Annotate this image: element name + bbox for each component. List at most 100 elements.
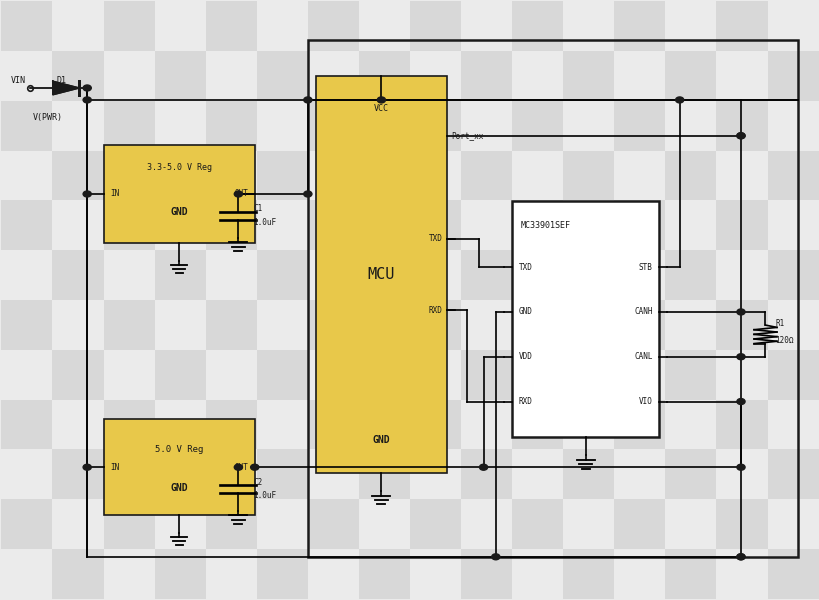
Bar xyxy=(206,400,256,449)
Bar xyxy=(359,300,410,350)
Circle shape xyxy=(83,464,91,470)
Bar xyxy=(410,400,460,449)
Bar xyxy=(716,200,767,250)
Bar xyxy=(460,101,512,151)
Bar xyxy=(716,101,767,151)
Text: VIN: VIN xyxy=(11,76,26,85)
Circle shape xyxy=(234,464,242,470)
Text: GND: GND xyxy=(518,307,532,316)
Bar xyxy=(155,549,206,599)
Bar xyxy=(512,499,563,549)
Bar xyxy=(103,101,155,151)
Bar xyxy=(256,1,307,51)
Bar xyxy=(613,1,664,51)
Circle shape xyxy=(303,97,311,103)
Text: IN: IN xyxy=(110,463,120,472)
Bar xyxy=(256,151,307,200)
Bar xyxy=(410,151,460,200)
Bar xyxy=(103,449,155,499)
Bar xyxy=(206,1,256,51)
Text: STB: STB xyxy=(638,263,652,272)
Bar xyxy=(716,250,767,300)
Circle shape xyxy=(736,398,744,404)
Bar xyxy=(359,101,410,151)
Bar xyxy=(664,151,716,200)
Circle shape xyxy=(83,97,91,103)
Bar xyxy=(664,449,716,499)
Bar xyxy=(410,250,460,300)
Bar xyxy=(103,145,255,243)
Bar xyxy=(52,51,103,101)
Bar xyxy=(410,449,460,499)
Bar xyxy=(767,300,817,350)
Bar xyxy=(716,350,767,400)
Bar xyxy=(767,549,817,599)
Bar xyxy=(716,449,767,499)
Bar xyxy=(206,250,256,300)
Bar xyxy=(359,350,410,400)
Circle shape xyxy=(675,97,683,103)
Bar xyxy=(664,51,716,101)
Text: C2: C2 xyxy=(253,478,262,487)
Bar xyxy=(563,350,613,400)
Bar xyxy=(256,350,307,400)
Bar xyxy=(307,51,359,101)
Bar xyxy=(155,300,206,350)
Bar xyxy=(155,1,206,51)
Bar xyxy=(307,300,359,350)
Bar xyxy=(206,101,256,151)
Bar xyxy=(410,51,460,101)
Text: OUT: OUT xyxy=(234,463,248,472)
Bar xyxy=(664,549,716,599)
Bar xyxy=(307,549,359,599)
Bar xyxy=(460,250,512,300)
Bar xyxy=(664,350,716,400)
Bar xyxy=(460,499,512,549)
Text: MC33901SEF: MC33901SEF xyxy=(520,221,570,230)
Circle shape xyxy=(251,464,259,470)
Bar xyxy=(307,1,359,51)
Text: 120Ω: 120Ω xyxy=(774,336,793,345)
Circle shape xyxy=(736,554,744,560)
Bar xyxy=(767,499,817,549)
Bar xyxy=(155,499,206,549)
Text: Port_xx: Port_xx xyxy=(450,131,482,140)
Text: MCU: MCU xyxy=(367,267,395,282)
Text: CANH: CANH xyxy=(633,307,652,316)
Bar xyxy=(460,1,512,51)
Bar xyxy=(359,499,410,549)
Bar xyxy=(512,1,563,51)
Bar xyxy=(410,1,460,51)
Bar xyxy=(256,250,307,300)
Bar xyxy=(563,499,613,549)
Bar xyxy=(716,1,767,51)
Bar xyxy=(52,151,103,200)
Text: 1.0uF: 1.0uF xyxy=(253,218,276,227)
Bar xyxy=(307,200,359,250)
Bar xyxy=(664,400,716,449)
Bar xyxy=(52,549,103,599)
Bar xyxy=(256,200,307,250)
Circle shape xyxy=(234,191,242,197)
Bar xyxy=(206,151,256,200)
Bar xyxy=(2,300,52,350)
Bar xyxy=(410,101,460,151)
Bar xyxy=(52,250,103,300)
Bar xyxy=(359,250,410,300)
Bar xyxy=(460,400,512,449)
Bar xyxy=(52,300,103,350)
Bar xyxy=(206,300,256,350)
Bar xyxy=(716,499,767,549)
Bar xyxy=(2,151,52,200)
Bar xyxy=(52,200,103,250)
Text: RXD: RXD xyxy=(428,306,442,315)
Circle shape xyxy=(736,554,744,560)
Bar xyxy=(563,101,613,151)
Bar xyxy=(307,499,359,549)
Bar xyxy=(613,151,664,200)
Bar xyxy=(563,1,613,51)
Circle shape xyxy=(736,133,744,139)
Bar xyxy=(206,549,256,599)
Bar xyxy=(206,51,256,101)
Circle shape xyxy=(377,97,385,103)
